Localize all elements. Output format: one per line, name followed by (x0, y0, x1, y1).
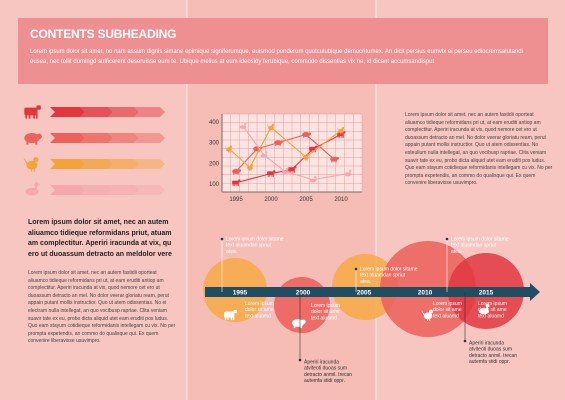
data-point-duck-icon (239, 122, 248, 130)
data-point-cow-icon (232, 179, 241, 187)
note-dot (354, 267, 358, 271)
data-point-rooster-icon (224, 145, 233, 153)
x-tick-label: 2000 (264, 197, 278, 203)
arrow-bar (50, 107, 165, 117)
fold-line (375, 0, 377, 400)
data-point-pig-icon (330, 156, 339, 163)
timeline-arrowhead (530, 283, 540, 301)
timeline-note: Lorem ipsum dolor sitame text aluamdan sp… (360, 267, 418, 285)
pig-icon (292, 319, 306, 329)
circle-text: Lorem ipsum dolor sit ame text aluamd (478, 301, 507, 319)
pig-icon (24, 133, 42, 145)
data-point-rooster-icon (266, 123, 275, 132)
y-tick-label: 100 (209, 182, 220, 188)
rooster-icon (421, 309, 433, 321)
note-dot (298, 358, 302, 362)
data-point-duck-icon (260, 151, 269, 158)
rooster-icon (23, 157, 39, 172)
timeline-year: 1995 (233, 290, 248, 297)
timeline-year: 2010 (418, 290, 433, 297)
note-dot (445, 237, 449, 241)
data-point-duck-icon (309, 175, 318, 183)
timeline: 1995 2000 2005 2010 2015 Lorem ipsum dolor sit… (203, 237, 540, 385)
timeline-year: 2000 (296, 290, 311, 297)
x-tick-label: 2005 (299, 197, 313, 203)
data-point-rooster-icon (301, 153, 310, 161)
duck-icon (25, 182, 41, 196)
timeline-bar (205, 287, 530, 297)
cow-icon (224, 309, 237, 321)
x-tick-label: 1995 (229, 197, 243, 203)
timeline-note: Aperiri iracunda atviteoti duoas sum detra… (304, 360, 352, 385)
timeline-note: Lorem ipsum dolor sitame text aluamdan sp… (226, 237, 284, 255)
right-body-text: Lorem ipsum dolor sit amet, nec an autem… (405, 112, 553, 187)
circle-text: Lorem ipsum dolor sit ame text aluamd (245, 301, 274, 319)
header-text: Lorem ipsum dolor sit amet, no nam assum… (30, 49, 523, 65)
data-point-duck-icon (281, 167, 290, 175)
timeline-year: 2005 (357, 290, 372, 297)
timeline-note: Aperiri iracunda atviteoti duoas sum detra… (469, 341, 517, 366)
page-title: CONTENTS SUBHEADING (30, 27, 177, 41)
data-point-pig-icon (232, 168, 241, 175)
left-body-text: Lorem ipsum dolor sit amet, nec an autem… (28, 270, 176, 345)
y-tick-label: 300 (209, 141, 220, 147)
arrow-bar (50, 185, 165, 195)
lead-paragraph: Lorem ipsum dolor sit amet, nec an autem… (28, 219, 172, 258)
duck-icon (478, 304, 491, 315)
circle-text: Lorem ipsum dolor sit ame text aluamd (311, 303, 340, 321)
arrow-bar (50, 133, 165, 143)
note-dot (463, 339, 467, 343)
line-chart: 100 200 300 400 1995 2000 2005 2010 (209, 113, 363, 203)
x-tick-label: 2010 (334, 197, 348, 203)
y-tick-label: 400 (209, 120, 220, 126)
note-dot (220, 237, 224, 241)
header-banner: CONTENTS SUBHEADING Lorem ipsum dolor si… (18, 18, 548, 84)
timeline-year: 2015 (479, 290, 494, 297)
circle-text: Lorem ipsum dolor sit ame text aluamd (433, 301, 462, 319)
y-tick-label: 200 (209, 161, 220, 167)
fold-line (186, 0, 188, 400)
arrow-bar (50, 159, 165, 169)
cow-icon (24, 105, 41, 119)
data-point-pig-icon (274, 140, 283, 147)
data-point-duck-icon (344, 169, 353, 177)
data-point-rooster-icon (245, 163, 254, 172)
data-point-cow-icon (267, 170, 276, 177)
animal-arrows (23, 105, 165, 196)
data-point-pig-icon (302, 132, 311, 138)
data-point-rooster-icon (336, 126, 345, 135)
data-point-cow-icon (288, 166, 297, 173)
timeline-note: Lorem ipsum dolor sitame text aluamdan sp… (451, 237, 509, 255)
